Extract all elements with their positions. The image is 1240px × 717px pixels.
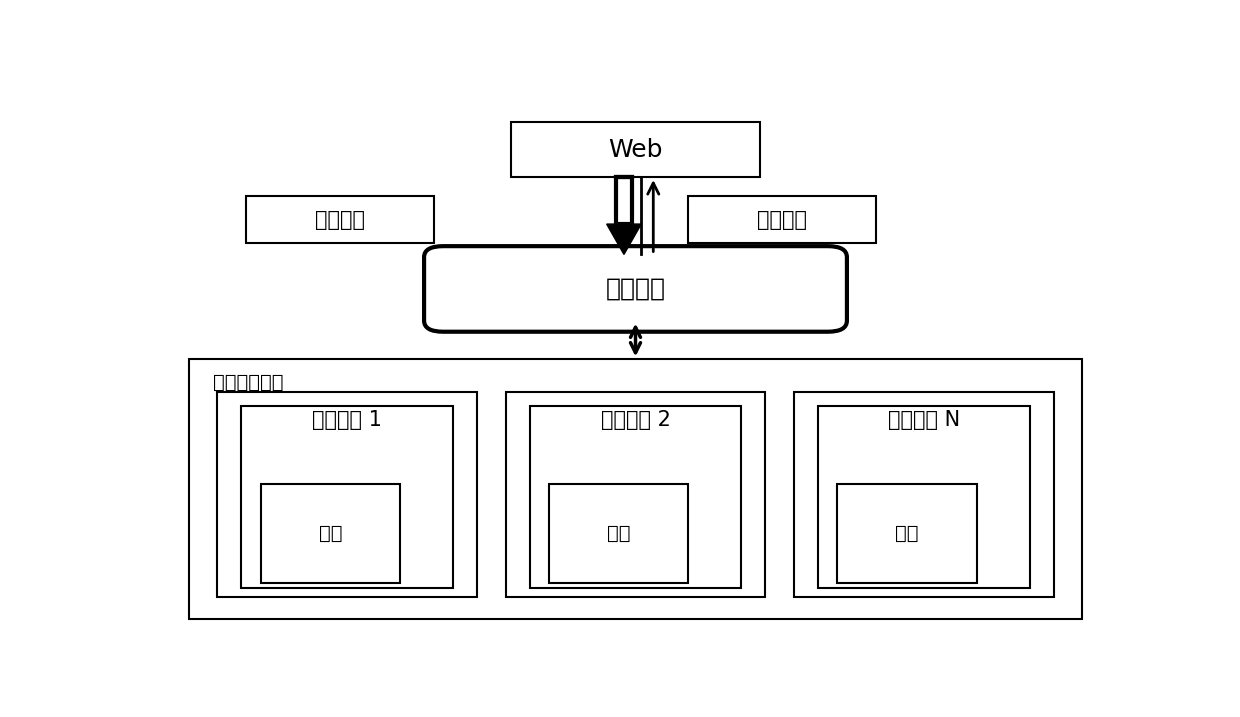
- Bar: [506, 392, 765, 597]
- Bar: [242, 407, 453, 589]
- Text: 缓存: 缓存: [895, 523, 919, 543]
- Bar: [818, 407, 1029, 589]
- Text: 业务服务 1: 业务服务 1: [312, 410, 382, 430]
- FancyBboxPatch shape: [424, 246, 847, 332]
- Text: 缓存: 缓存: [606, 523, 630, 543]
- Text: Web: Web: [609, 138, 662, 161]
- Bar: [616, 177, 631, 224]
- Text: 访问请求: 访问请求: [315, 210, 365, 230]
- Bar: [217, 392, 477, 597]
- Bar: [688, 196, 875, 243]
- Polygon shape: [606, 224, 641, 255]
- Bar: [511, 122, 760, 177]
- Bar: [188, 359, 1083, 619]
- Bar: [794, 392, 1054, 597]
- Bar: [260, 483, 401, 583]
- Text: 业务服务集群: 业务服务集群: [213, 373, 283, 392]
- Bar: [549, 483, 688, 583]
- Bar: [837, 483, 977, 583]
- Bar: [529, 407, 742, 589]
- Text: 业务服务 2: 业务服务 2: [600, 410, 671, 430]
- Text: 缓存: 缓存: [319, 523, 342, 543]
- Text: 响应数据: 响应数据: [758, 210, 807, 230]
- Bar: [247, 196, 434, 243]
- Text: 业务服务 N: 业务服务 N: [888, 410, 960, 430]
- Text: 负载集群: 负载集群: [605, 277, 666, 301]
